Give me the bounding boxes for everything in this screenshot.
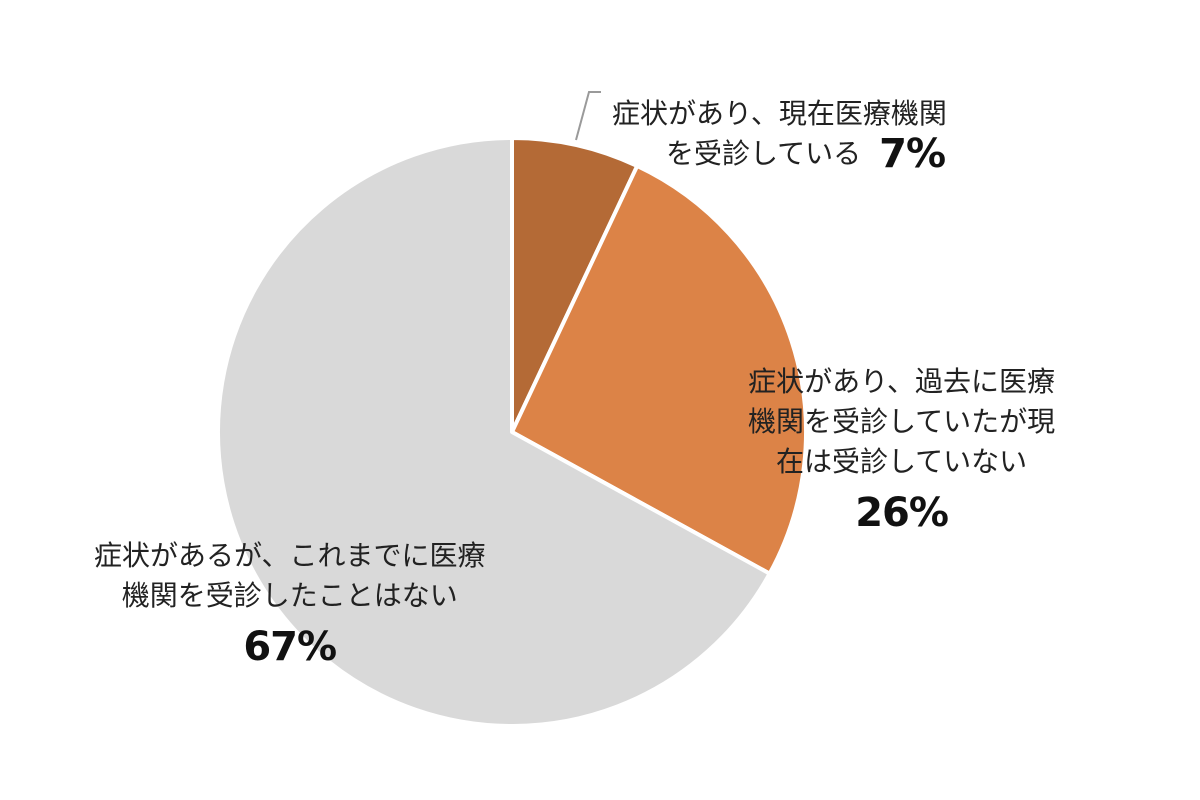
slice-label-never-visited: 症状があるが、これまでに医療 機関を受診したことはない 67%: [94, 536, 485, 670]
pie-slice-3: [216, 136, 772, 728]
slice-label-line: 機関を受診したことはない: [121, 579, 458, 612]
pie-slice-1: [510, 136, 640, 434]
slice-label-line: 症状があり、過去に医療: [748, 365, 1056, 398]
leader-line: [575, 91, 601, 141]
slice-value-label: 67%: [243, 624, 337, 670]
slice-value-label: 26%: [855, 490, 949, 536]
slice-label-line: 在は受診していない: [776, 445, 1028, 478]
pie-slices: [216, 136, 808, 728]
slice-label-line: 症状があるが、これまでに医療: [94, 539, 486, 572]
slice-label-line: 機関を受診していたが現: [748, 405, 1056, 438]
slice-label-currently-visiting: 症状があり、現在医療機関 を受診している 7%: [612, 94, 947, 174]
slice-label-text: を受診している: [666, 137, 862, 170]
slice-label-line: を受診している 7%: [612, 134, 947, 174]
slice-label-line: 症状があり、現在医療機関: [612, 97, 947, 130]
slice-value-label: 7%: [879, 131, 946, 177]
slice-label-visited-in-past: 症状があり、過去に医療 機関を受診していたが現 在は受診していない 26%: [748, 362, 1055, 536]
